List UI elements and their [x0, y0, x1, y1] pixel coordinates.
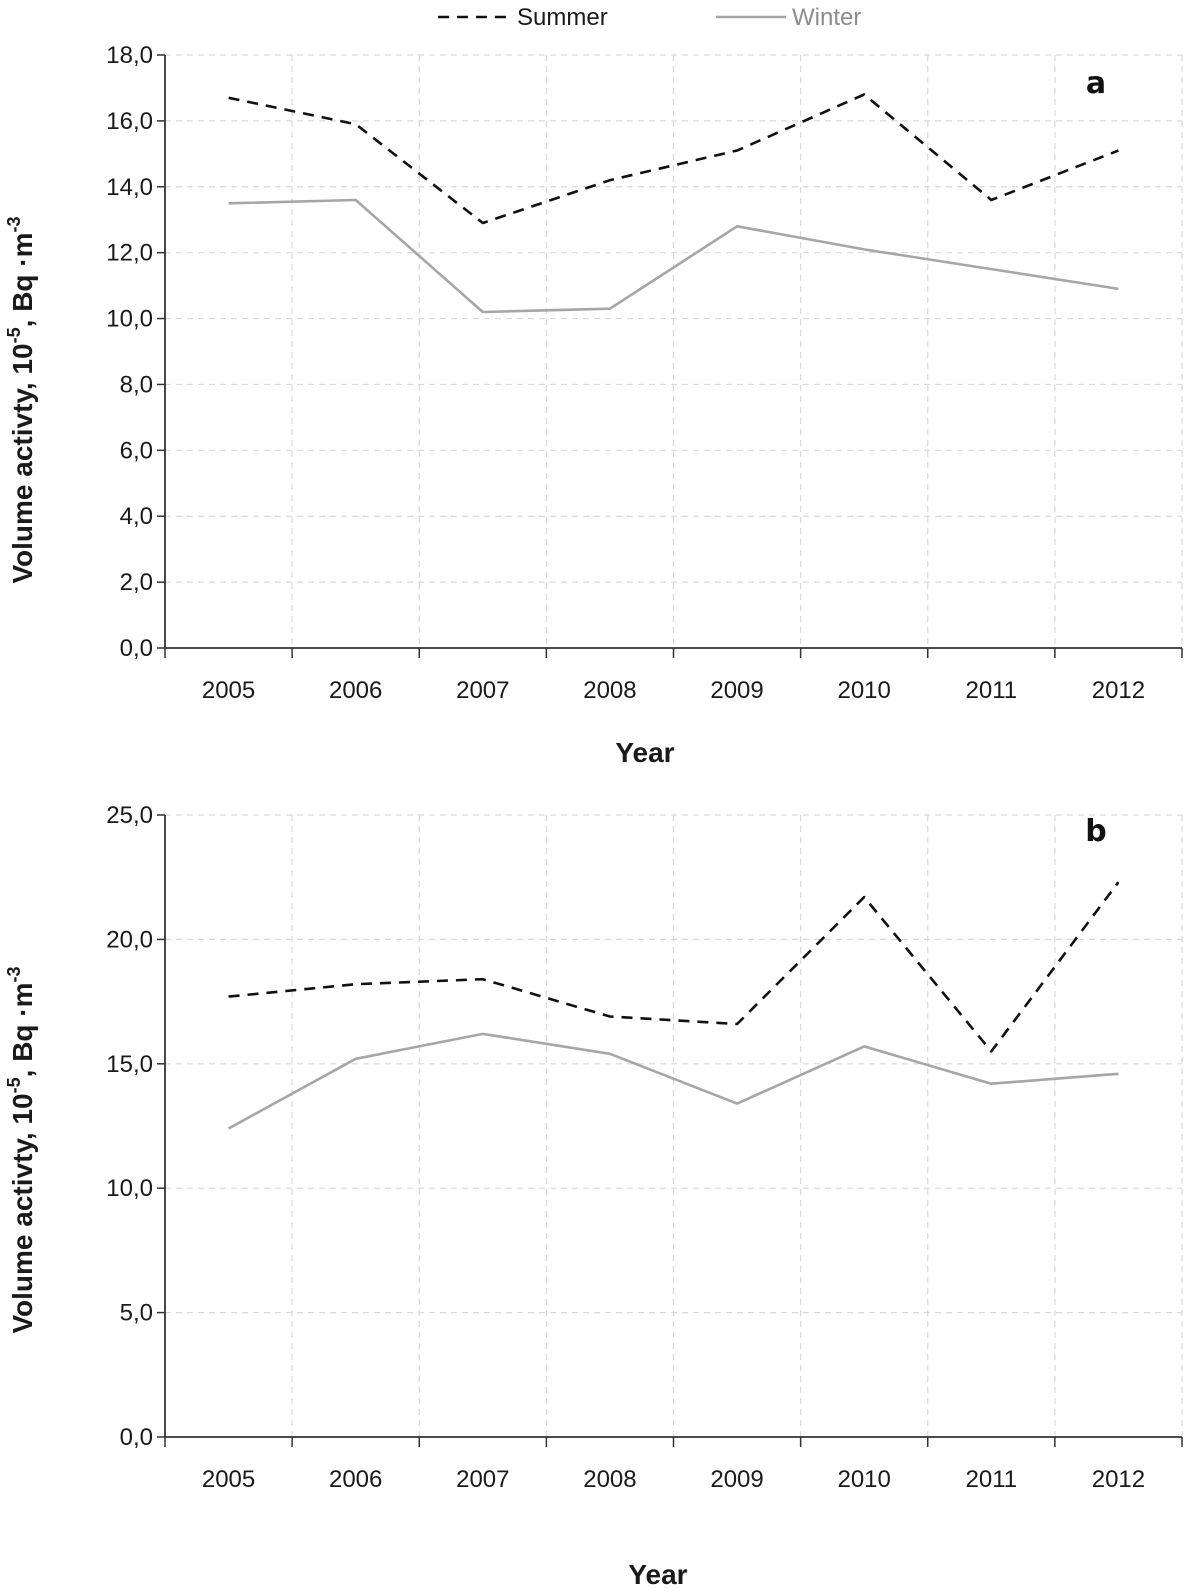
summer-series-line [228, 881, 1120, 1053]
winter-series-line [227, 1032, 1119, 1130]
x-tick-label: 2008 [583, 677, 636, 704]
y-tick-label: 25,0 [106, 802, 153, 829]
panel-b-series [227, 881, 1120, 1130]
summer-series-line [228, 93, 1119, 225]
y-tick-label: 0,0 [120, 635, 153, 662]
legend: Summer Winter [438, 4, 861, 31]
y-tick-label: 4,0 [120, 503, 153, 530]
x-tick-label: 2009 [710, 1466, 763, 1493]
chart-panel-a: 0,0 2,0 4,0 6,0 8,0 10,0 12,0 14,0 16,0 18,0 2005… [4, 42, 1183, 768]
panel-b-x-tick-labels: 2005 2006 2007 2008 2009 2010 2011 2012 [202, 1466, 1145, 1493]
panel-b-letter: b [1085, 814, 1106, 849]
y-tick-label: 6,0 [120, 437, 153, 464]
x-tick-label: 2007 [456, 677, 509, 704]
x-tick-label: 2005 [202, 1466, 255, 1493]
x-tick-label: 2011 [966, 677, 1018, 704]
y-tick-label: 18,0 [106, 42, 153, 69]
chart-panel-b: 0,05,010,015,020,025,0 2005 2006 2007 2008 2… [4, 802, 1183, 1590]
y-tick-label: 2,0 [120, 569, 153, 596]
y-tick-label: 20,0 [106, 926, 153, 953]
x-tick-label: 2011 [966, 1466, 1018, 1493]
y-tick-label: 16,0 [106, 108, 153, 135]
x-tick-label: 2007 [456, 1466, 509, 1493]
x-tick-label: 2012 [1092, 1466, 1145, 1493]
panel-a-grid [165, 54, 1183, 648]
y-tick-label: 10,0 [106, 1175, 153, 1202]
x-tick-label: 2010 [837, 1466, 890, 1493]
panel-a-y-axis-title: Volume activty, 10-5, Bq ·m-3 [4, 216, 38, 583]
panel-a-letter: a [1086, 66, 1106, 101]
x-tick-label: 2005 [202, 677, 255, 704]
y-tick-label: 15,0 [106, 1051, 153, 1078]
x-tick-label: 2009 [710, 677, 763, 704]
y-tick-label: 14,0 [106, 174, 153, 201]
panel-b-y-axis-title: Volume activty, 10-5, Bq ·m-3 [4, 966, 38, 1333]
panel-a-axes [157, 54, 1183, 658]
x-tick-label: 2012 [1092, 677, 1145, 704]
panel-a-y-tick-labels: 0,0 2,0 4,0 6,0 8,0 10,0 12,0 14,0 16,0 18,0 [106, 42, 153, 662]
panel-b-y-tick-labels: 0,0 5,0 10,0 15,0 20,0 25,0 [106, 802, 153, 1451]
x-tick-label: 2006 [329, 1466, 382, 1493]
x-tick-label: 2008 [583, 1466, 636, 1493]
legend-summer-label: Summer [517, 4, 608, 31]
y-tick-label: 0,0 [120, 1424, 153, 1451]
x-tick-label: 2010 [837, 677, 890, 704]
winter-series-line [228, 198, 1119, 314]
panel-b-axes [157, 814, 1183, 1447]
legend-winter-label: Winter [792, 4, 861, 31]
y-tick-label: 8,0 [120, 371, 153, 398]
x-tick-label: 2006 [329, 677, 382, 704]
y-tick-label: 10,0 [106, 306, 153, 333]
y-tick-label: 12,0 [106, 240, 153, 267]
y-tick-label: 5,0 [120, 1300, 153, 1327]
panel-b-grid [165, 814, 1183, 1437]
panel-b-x-axis-title: Year [628, 1559, 687, 1590]
panel-a-series [228, 93, 1119, 314]
panel-a-x-tick-labels: 2005 2006 2007 2008 2009 2010 2011 2012 [202, 677, 1145, 704]
panel-a-x-axis-title: Year [615, 737, 674, 768]
